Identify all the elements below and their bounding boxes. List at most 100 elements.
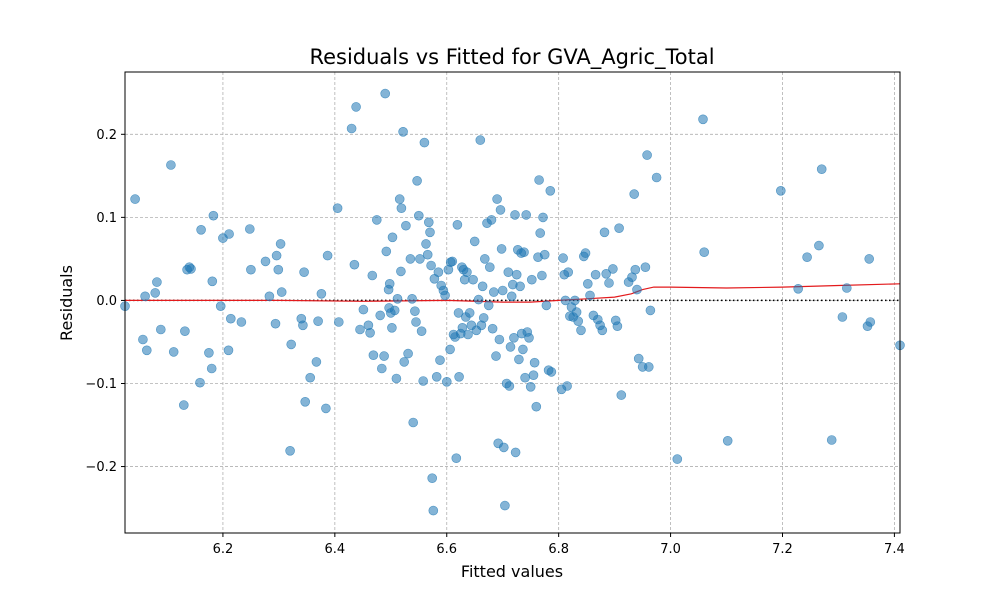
data-point [396,266,406,277]
data-point [582,278,593,289]
data-point [408,417,419,428]
data-point [529,357,540,368]
data-point [208,210,219,221]
data-point [612,321,623,332]
data-point [454,371,464,382]
data-point [349,259,360,270]
data-point [585,290,595,301]
data-point [510,447,521,458]
data-point [495,205,506,215]
data-point [486,215,497,225]
data-point [775,186,786,196]
data-point [468,274,478,285]
data-point [421,239,431,249]
data-point [412,176,422,186]
data-point [428,505,439,516]
data-point [571,307,582,317]
data-point [520,372,530,383]
y-tick-label: −0.1 [85,377,117,392]
x-tick-label: 6.8 [548,542,569,557]
data-point [392,293,403,304]
data-point [206,363,217,374]
data-point [826,435,837,445]
data-point [422,249,433,260]
data-point [245,224,255,234]
data-point [841,283,852,293]
data-point [531,401,542,412]
data-point [629,189,640,199]
data-point [802,252,812,263]
data-point [599,227,610,238]
data-point [632,284,642,295]
data-point [365,327,375,338]
data-point [260,256,271,267]
data-point [140,291,150,302]
x-tick-label: 7.2 [772,542,793,557]
y-tick-label: 0.2 [96,128,117,143]
data-point [477,281,488,292]
data-point [837,312,848,322]
data-point [816,164,827,174]
data-point [445,344,455,355]
data-point [300,396,311,407]
data-point [699,247,710,257]
data-point [541,300,552,311]
data-point [453,308,464,318]
data-point [286,339,297,350]
data-point [452,220,463,230]
data-point [156,324,166,335]
data-point [484,262,495,273]
data-point [494,334,505,345]
data-point [403,348,413,359]
y-tick-label: −0.2 [85,460,117,475]
data-point [391,373,402,384]
data-point [473,294,484,305]
data-point [270,318,281,329]
data-point [371,215,382,225]
data-point [504,381,515,391]
data-point [521,210,532,220]
data-point [545,186,556,196]
y-tick-label: 0.1 [96,211,117,226]
data-point [534,175,544,185]
data-point [651,172,662,183]
data-point [264,291,275,302]
data-point [186,264,196,274]
data-point [642,150,652,160]
data-point [226,313,236,324]
data-point [413,210,424,221]
data-point [580,248,591,258]
data-point [425,227,435,238]
data-point [399,357,410,367]
data-point [865,317,876,327]
data-point [142,345,152,356]
data-point [463,329,473,340]
data-point [793,283,804,294]
data-point [195,377,205,388]
data-point [423,217,434,228]
data-point [207,276,218,287]
data-point [246,264,256,275]
data-point [407,293,417,304]
data-point [316,288,327,299]
x-tick-label: 6.2 [213,542,234,557]
data-point [299,267,309,278]
data-point [223,345,234,356]
data-point [498,442,509,453]
data-point [576,325,586,336]
data-point [418,376,429,386]
data-point [604,278,614,288]
data-point [524,332,534,343]
data-point [528,370,539,381]
data-point [562,381,572,391]
data-point [510,210,520,220]
data-point [558,253,568,263]
data-point [698,114,708,125]
data-point [333,317,344,327]
data-point [573,316,584,327]
data-point [500,500,510,511]
data-point [511,269,522,280]
data-point [346,123,357,134]
data-point [389,305,400,316]
data-point [398,127,408,137]
